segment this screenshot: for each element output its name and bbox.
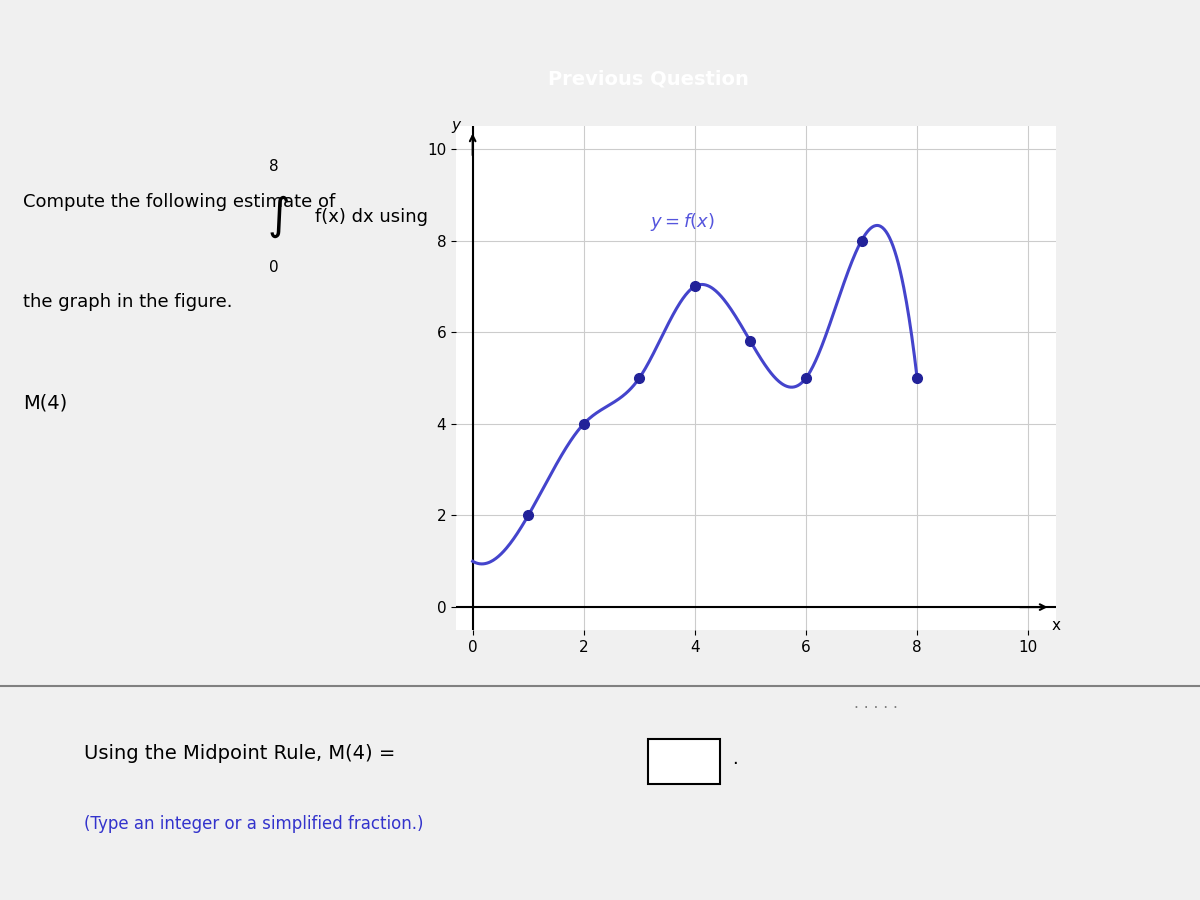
Text: 0: 0 [269, 259, 278, 274]
Text: Previous Question: Previous Question [547, 69, 749, 88]
Text: y: y [451, 119, 461, 133]
Text: x: x [1051, 618, 1061, 633]
Text: . . . . .: . . . . . [854, 696, 898, 711]
Text: 8: 8 [269, 158, 278, 174]
Text: (Type an integer or a simplified fraction.): (Type an integer or a simplified fractio… [84, 815, 424, 833]
Text: f(x) dx using: f(x) dx using [314, 208, 427, 226]
Text: M(4): M(4) [23, 393, 67, 413]
Text: $y = f(x)$: $y = f(x)$ [650, 211, 715, 233]
Text: $\int$: $\int$ [268, 194, 289, 240]
FancyBboxPatch shape [648, 739, 720, 784]
Text: Using the Midpoint Rule, M(4) =: Using the Midpoint Rule, M(4) = [84, 744, 395, 763]
Text: Compute the following estimate of: Compute the following estimate of [23, 193, 335, 211]
Text: .: . [732, 750, 738, 768]
Text: the graph in the figure.: the graph in the figure. [23, 293, 233, 311]
